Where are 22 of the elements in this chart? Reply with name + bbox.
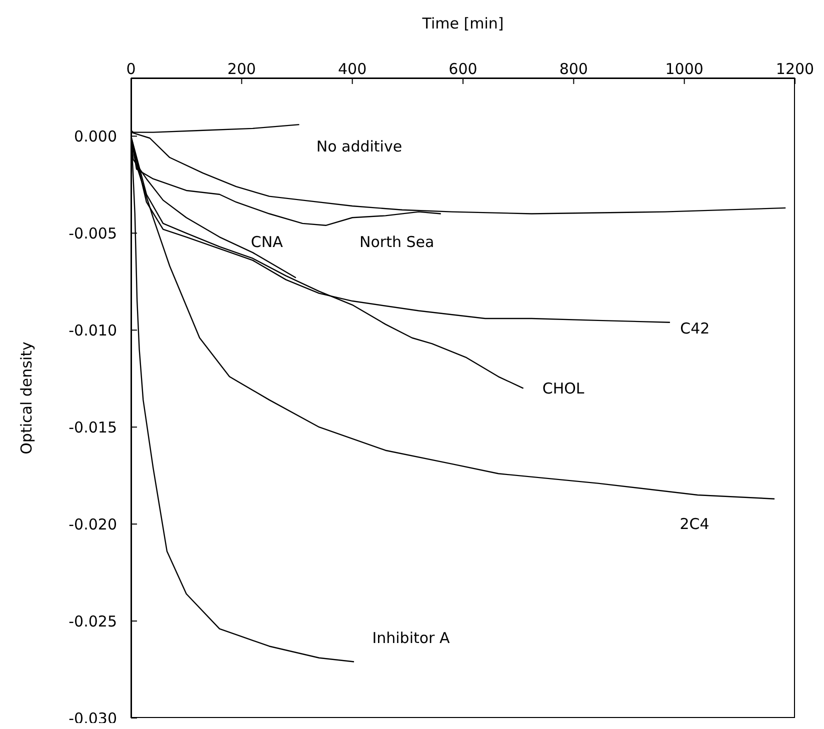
x-tick-label: 1200 [776, 60, 814, 78]
series-label: CHOL [542, 379, 585, 398]
y-tick-label: -0.010 [68, 321, 117, 340]
x-axis-title: Time [min] [421, 14, 504, 33]
x-tick-label: 800 [559, 60, 588, 78]
x-tick-label: 600 [448, 60, 478, 78]
series-label: 2C4 [680, 514, 710, 533]
x-tick-label: 1000 [665, 60, 704, 78]
y-tick-label: -0.005 [68, 224, 117, 242]
y-tick-label: 0.000 [74, 128, 117, 146]
y-tick-label: -0.015 [68, 418, 117, 436]
x-tick-label: 0 [126, 60, 136, 78]
x-tick-label: 400 [338, 60, 367, 78]
series-label: North Sea [360, 232, 434, 251]
x-tick-label: 200 [227, 60, 256, 78]
y-axis-title: Optical density [17, 342, 36, 454]
series-label: CNA [250, 232, 284, 251]
y-tick-label: -0.020 [68, 515, 117, 534]
series-label: C42 [680, 319, 710, 338]
y-tick-label: -0.025 [68, 612, 117, 630]
series-label: No additive [316, 138, 402, 156]
series-label: Inhibitor A [372, 628, 450, 647]
